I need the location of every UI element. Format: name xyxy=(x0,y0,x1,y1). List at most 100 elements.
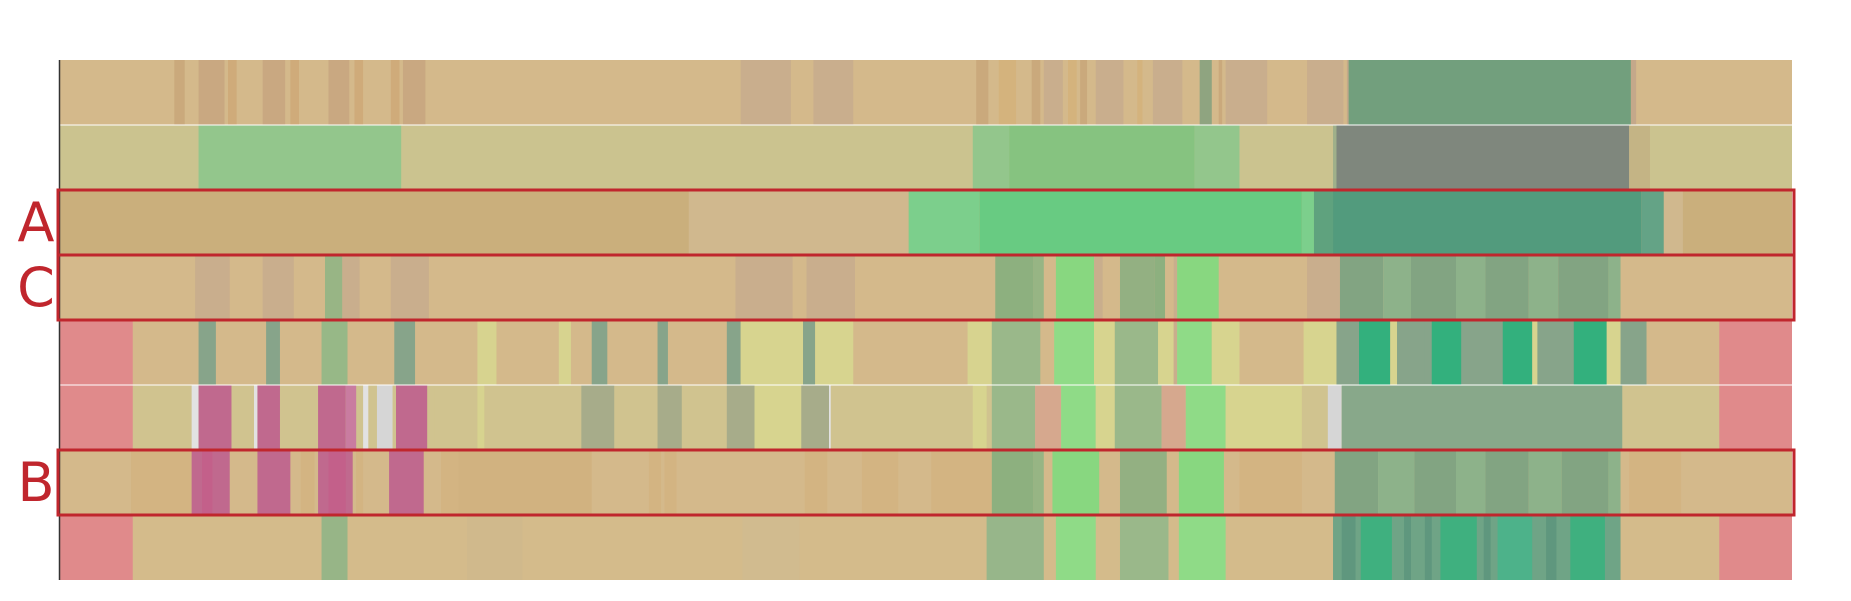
track-1-segment-22 xyxy=(1225,60,1268,125)
track-8-segment-5 xyxy=(1055,515,1096,580)
track-5-segment-16 xyxy=(1094,320,1115,385)
track-1-segment-17 xyxy=(1095,60,1124,125)
track-7-segment-28 xyxy=(1561,450,1609,515)
track-6-segment-8 xyxy=(376,385,393,450)
track-1-segment-5 xyxy=(328,60,350,125)
track-7-segment-27 xyxy=(1528,450,1562,515)
track-6-segment-9 xyxy=(396,385,428,450)
track-6-segment-3 xyxy=(253,385,258,450)
track-8-segment-9 xyxy=(1341,515,1356,580)
track-7-segment-30 xyxy=(1629,450,1682,515)
track-7-segment-23 xyxy=(1378,450,1415,515)
track-5-segment-20 xyxy=(1177,320,1212,385)
track-6-segment-19 xyxy=(991,385,1036,450)
track-5-segment-24 xyxy=(1359,320,1391,385)
track-5-segment-11 xyxy=(803,320,816,385)
track-6-segment-24 xyxy=(1161,385,1186,450)
track-8-segment-14 xyxy=(1483,515,1491,580)
track-5-segment-2 xyxy=(266,320,280,385)
track-6-segment-5 xyxy=(318,385,346,450)
track-1-segment-1 xyxy=(198,60,225,125)
track-1-segment-24 xyxy=(1346,60,1349,125)
track-6-segment-25 xyxy=(1185,385,1226,450)
track-6-segment-12 xyxy=(581,385,615,450)
track-4-segment-13 xyxy=(1154,255,1166,320)
track-1-segment-20 xyxy=(1199,60,1212,125)
track-4-segment-10 xyxy=(1094,255,1103,320)
track-1-segment-2 xyxy=(228,60,237,125)
track-5-segment-30 xyxy=(1573,320,1607,385)
track-4-segment-3 xyxy=(342,255,360,320)
track-4-segment-6 xyxy=(806,255,855,320)
track-7-segment-19 xyxy=(1119,450,1167,515)
track-6-segment-21 xyxy=(1061,385,1096,450)
track-5-segment-7 xyxy=(591,320,608,385)
track-6-segment-26 xyxy=(1225,385,1302,450)
track-5-segment-5 xyxy=(477,320,497,385)
track-group xyxy=(60,60,1792,580)
track-6-segment-15 xyxy=(754,385,802,450)
track-6-segment-1 xyxy=(191,385,199,450)
row-label-b: B xyxy=(17,451,55,514)
track-1-segment-19 xyxy=(1152,60,1183,125)
track-8-segment-16 xyxy=(1546,515,1557,580)
track-1-segment-26 xyxy=(1630,60,1637,125)
track-5-segment-14 xyxy=(991,320,1041,385)
track-1-segment-11 xyxy=(976,60,989,125)
track-2-segment-6 xyxy=(1629,125,1650,190)
track-7-segment-26 xyxy=(1485,450,1529,515)
track-4-segment-1 xyxy=(262,255,294,320)
track-5-segment-21 xyxy=(1211,320,1240,385)
track-4-segment-8 xyxy=(1033,255,1044,320)
track-6-segment-0 xyxy=(60,385,133,450)
track-4-segment-24 xyxy=(1608,255,1621,320)
track-7-segment-2 xyxy=(202,450,213,515)
track-3-segment-3 xyxy=(1301,190,1314,255)
track-5-segment-3 xyxy=(321,320,348,385)
track-1-segment-7 xyxy=(390,60,400,125)
track-3-segment-2 xyxy=(979,190,1302,255)
highlight-box-b xyxy=(56,448,1796,517)
track-1-segment-12 xyxy=(998,60,1017,125)
track-1-segment-13 xyxy=(1031,60,1041,125)
track-6-segment-28 xyxy=(1341,385,1623,450)
track-1-segment-0 xyxy=(174,60,185,125)
track-5-segment-18 xyxy=(1158,320,1174,385)
track-2-segment-0 xyxy=(198,125,402,190)
track-5-segment-25 xyxy=(1390,320,1398,385)
track-7-segment-6 xyxy=(328,450,346,515)
highlight-box-c xyxy=(56,253,1796,322)
track-8-segment-15 xyxy=(1497,515,1533,580)
track-6-segment-23 xyxy=(1114,385,1162,450)
track-6-segment-29 xyxy=(1719,385,1792,450)
track-5-segment-28 xyxy=(1502,320,1533,385)
track-4-segment-22 xyxy=(1528,255,1559,320)
track-1-segment-15 xyxy=(1068,60,1077,125)
track-8-segment-4 xyxy=(986,515,1044,580)
track-7-segment-16 xyxy=(991,450,1034,515)
track-7-segment-11 xyxy=(648,450,662,515)
track-5-segment-31 xyxy=(1606,320,1621,385)
track-3-segment-0 xyxy=(688,190,909,255)
track-1-segment-9 xyxy=(740,60,791,125)
track-6-segment-6 xyxy=(345,385,357,450)
track-2-segment-3 xyxy=(1194,125,1240,190)
track-4-segment-16 xyxy=(1307,255,1340,320)
track-7-segment-25 xyxy=(1455,450,1486,515)
track-7-segment-8 xyxy=(389,450,424,515)
track-4-segment-9 xyxy=(1055,255,1095,320)
track-7-segment-7 xyxy=(356,450,364,515)
track-2-segment-4 xyxy=(1333,125,1337,190)
track-8-segment-1 xyxy=(321,515,348,580)
track-7-segment-14 xyxy=(861,450,899,515)
track-7-segment-29 xyxy=(1608,450,1621,515)
track-3-segment-4 xyxy=(1313,190,1334,255)
track-7-segment-18 xyxy=(1052,450,1100,515)
track-1-segment-21 xyxy=(1218,60,1223,125)
track-5-segment-8 xyxy=(657,320,668,385)
track-4-segment-12 xyxy=(1119,255,1155,320)
track-6-segment-18 xyxy=(972,385,987,450)
track-8-segment-11 xyxy=(1404,515,1411,580)
track-8-segment-10 xyxy=(1360,515,1392,580)
